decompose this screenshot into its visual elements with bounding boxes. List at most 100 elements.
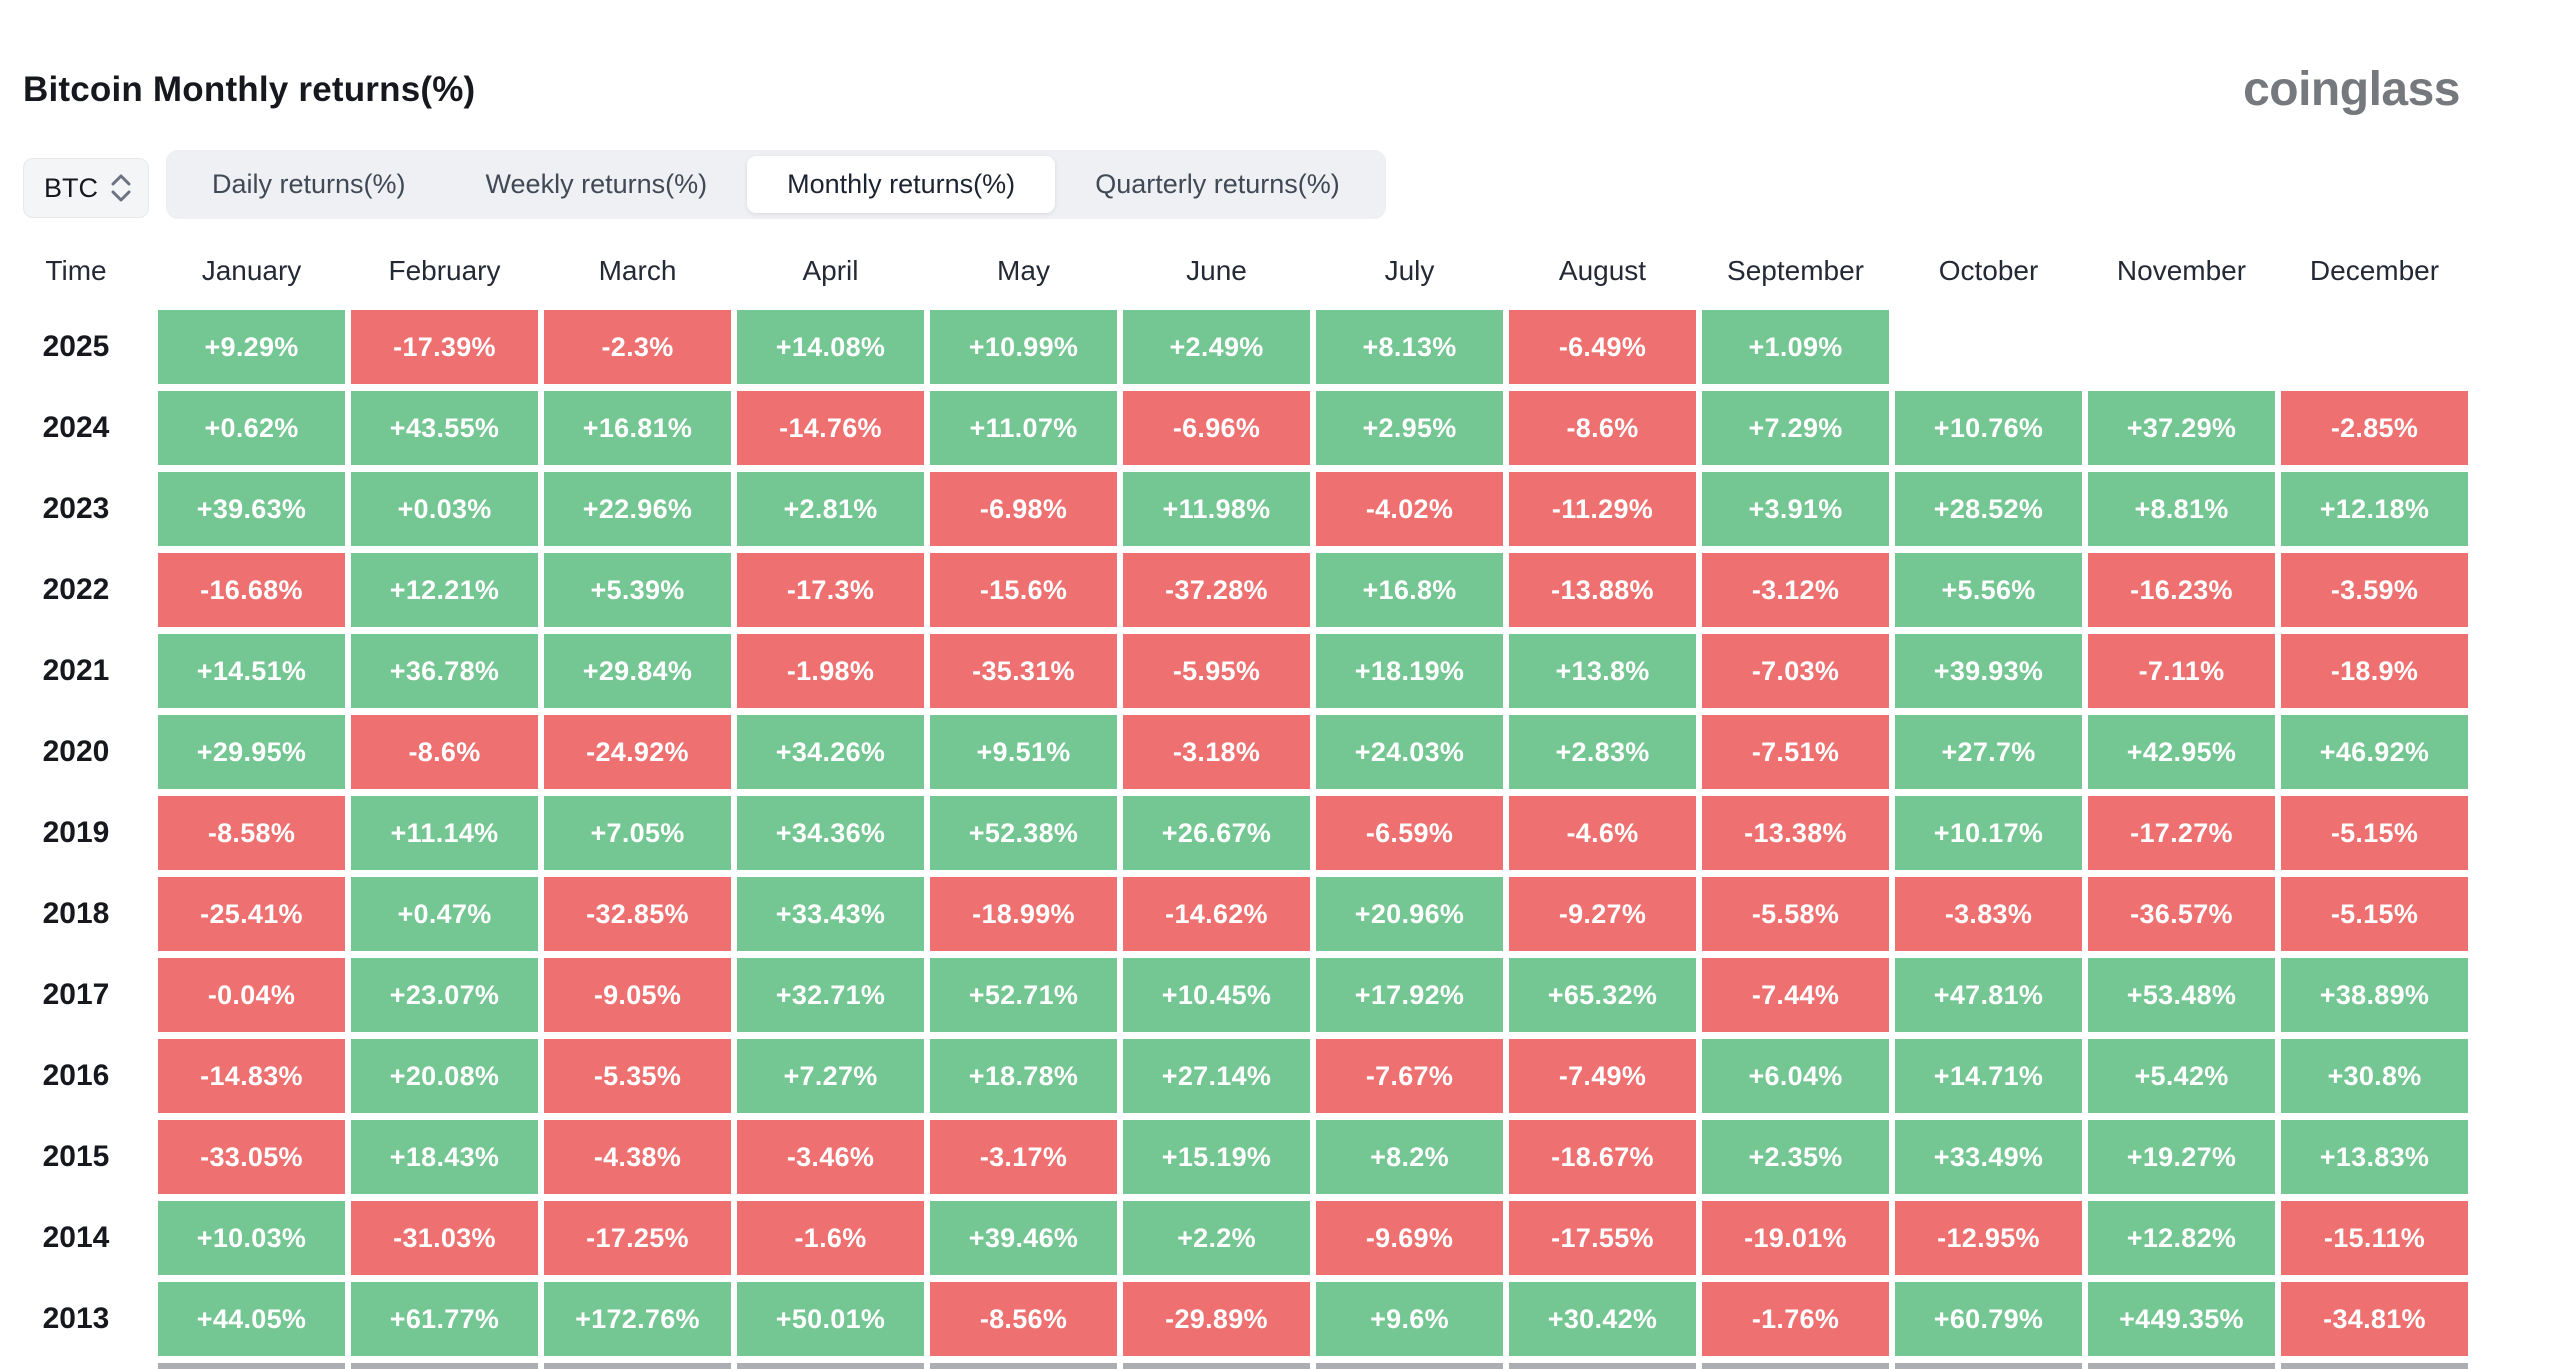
year-label: 2016: [42, 1059, 110, 1092]
return-cell: -7.03%: [1702, 634, 1889, 708]
return-cell: +37.29%: [2088, 391, 2275, 465]
return-cell: +18.78%: [930, 1039, 1117, 1113]
return-cell: +5.56%: [1895, 553, 2082, 627]
return-cell: +9.29%: [158, 310, 345, 384]
return-cell: +46.92%: [2281, 715, 2468, 789]
return-cell: -29.89%: [1123, 1282, 1310, 1356]
return-cell: +11.98%: [1123, 472, 1310, 546]
return-cell: +44.05%: [158, 1282, 345, 1356]
return-cell: -33.05%: [158, 1120, 345, 1194]
return-cell: -6.96%: [1123, 391, 1310, 465]
return-cell: +12.21%: [351, 553, 538, 627]
return-cell: +14.71%: [1895, 1039, 2082, 1113]
return-cell: +8.2%: [1316, 1120, 1503, 1194]
return-cell: -19.01%: [1702, 1201, 1889, 1275]
return-cell: -13.38%: [1702, 796, 1889, 870]
return-cell: +65.32%: [1509, 958, 1696, 1032]
year-label: 2017: [42, 978, 110, 1011]
month-column-header: December: [2309, 255, 2440, 286]
return-cell: -36.57%: [2088, 877, 2275, 951]
partial-row-cell: [351, 1363, 538, 1369]
returns-period-tabs: Daily returns(%) Weekly returns(%) Month…: [166, 150, 1386, 219]
return-cell: +2.2%: [1123, 1201, 1310, 1275]
return-cell: +38.89%: [2281, 958, 2468, 1032]
month-column-header: March: [598, 255, 677, 286]
table-header-row: Time January February March April May June July…: [0, 243, 2468, 299]
return-cell: -6.98%: [930, 472, 1117, 546]
return-cell: -17.55%: [1509, 1201, 1696, 1275]
tab-daily-returns[interactable]: Daily returns(%): [212, 169, 406, 199]
return-cell: -5.15%: [2281, 877, 2468, 951]
return-cell: +30.8%: [2281, 1039, 2468, 1113]
return-cell: +0.03%: [351, 472, 538, 546]
return-cell: +17.92%: [1316, 958, 1503, 1032]
return-cell: +2.35%: [1702, 1120, 1889, 1194]
return-cell: -7.11%: [2088, 634, 2275, 708]
return-cell: -9.69%: [1316, 1201, 1503, 1275]
return-cell: +172.76%: [544, 1282, 731, 1356]
month-column-header: January: [201, 255, 302, 286]
return-cell: -17.27%: [2088, 796, 2275, 870]
tab-quarterly-returns[interactable]: Quarterly returns(%): [1095, 169, 1340, 199]
return-cell: +27.14%: [1123, 1039, 1310, 1113]
return-cell: +42.95%: [2088, 715, 2275, 789]
symbol-select[interactable]: BTC: [23, 158, 149, 218]
return-cell: -1.76%: [1702, 1282, 1889, 1356]
month-column-header: October: [1938, 255, 2039, 286]
year-label: 2022: [42, 573, 110, 606]
return-cell: +22.96%: [544, 472, 731, 546]
return-cell: +2.81%: [737, 472, 924, 546]
return-cell: -17.3%: [737, 553, 924, 627]
return-cell: +53.48%: [2088, 958, 2275, 1032]
return-cell: +7.27%: [737, 1039, 924, 1113]
month-column-header: July: [1384, 255, 1435, 286]
return-cell: -3.18%: [1123, 715, 1310, 789]
return-cell: -18.99%: [930, 877, 1117, 951]
return-cell: -16.68%: [158, 553, 345, 627]
return-cell: -2.85%: [2281, 391, 2468, 465]
return-cell: -17.39%: [351, 310, 538, 384]
return-cell: -16.23%: [2088, 553, 2275, 627]
return-cell: +2.95%: [1316, 391, 1503, 465]
return-cell: +14.08%: [737, 310, 924, 384]
tab-weekly-returns[interactable]: Weekly returns(%): [485, 169, 708, 199]
return-cell: -8.6%: [1509, 391, 1696, 465]
return-cell: +43.55%: [351, 391, 538, 465]
return-cell: +29.84%: [544, 634, 731, 708]
return-cell: -14.62%: [1123, 877, 1310, 951]
tab-monthly-returns[interactable]: Monthly returns(%): [747, 156, 1056, 213]
return-cell: -5.95%: [1123, 634, 1310, 708]
return-cell: +0.47%: [351, 877, 538, 951]
partial-row-cell: [1895, 1363, 2082, 1369]
return-cell: -3.12%: [1702, 553, 1889, 627]
return-cell: -3.17%: [930, 1120, 1117, 1194]
partial-row-cell: [1316, 1363, 1503, 1369]
return-cell: +6.04%: [1702, 1039, 1889, 1113]
return-cell: -9.05%: [544, 958, 731, 1032]
return-cell: +7.05%: [544, 796, 731, 870]
partial-row-cell: [1123, 1363, 1310, 1369]
return-cell: -7.67%: [1316, 1039, 1503, 1113]
return-cell: -12.95%: [1895, 1201, 2082, 1275]
year-label: 2018: [42, 897, 110, 930]
return-cell: -8.6%: [351, 715, 538, 789]
month-column-header: April: [802, 255, 859, 286]
return-cell: -14.83%: [158, 1039, 345, 1113]
return-cell: +5.39%: [544, 553, 731, 627]
return-cell: +449.35%: [2088, 1282, 2275, 1356]
return-cell: -2.3%: [544, 310, 731, 384]
partial-row-cell: [1702, 1363, 1889, 1369]
return-cell: -6.59%: [1316, 796, 1503, 870]
return-cell: +30.42%: [1509, 1282, 1696, 1356]
empty-cell: [1895, 310, 2082, 384]
return-cell: +33.49%: [1895, 1120, 2082, 1194]
month-column-header: August: [1558, 255, 1647, 286]
return-cell: +7.29%: [1702, 391, 1889, 465]
return-cell: +18.19%: [1316, 634, 1503, 708]
return-cell: +10.76%: [1895, 391, 2082, 465]
return-cell: +23.07%: [351, 958, 538, 1032]
partial-row-cell: [737, 1363, 924, 1369]
return-cell: -13.88%: [1509, 553, 1696, 627]
return-cell: -17.25%: [544, 1201, 731, 1275]
return-cell: -15.11%: [2281, 1201, 2468, 1275]
